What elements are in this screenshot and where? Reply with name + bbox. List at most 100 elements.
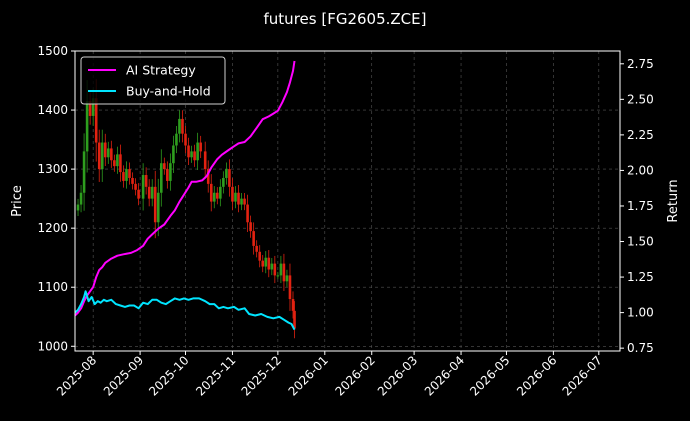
candle-body	[255, 245, 258, 252]
candle-body	[193, 151, 196, 161]
y-tick-label-right: 1.50	[627, 235, 654, 249]
candle-body	[184, 133, 187, 146]
candle-body	[82, 151, 86, 193]
candle-body	[94, 98, 98, 143]
candle-body	[166, 169, 169, 181]
candle-body	[159, 163, 163, 193]
y-tick-label-right: 1.75	[627, 199, 654, 213]
y-tick-label-left: 1500	[37, 44, 68, 58]
candle-body	[237, 192, 240, 205]
candle-body	[97, 142, 101, 170]
candle-body	[125, 169, 128, 181]
candle-body	[216, 192, 219, 199]
candle-body	[172, 145, 175, 164]
candle-body	[228, 169, 231, 187]
candle-body	[246, 204, 249, 223]
candle-body	[199, 142, 202, 152]
legend: AI Strategy Buy-and-Hold	[80, 56, 226, 105]
y-tick-label-right: 1.25	[627, 270, 654, 284]
candle-body	[79, 192, 83, 205]
candle-body	[144, 175, 148, 187]
candle-body	[178, 118, 181, 134]
y-tick-label-right: 2.25	[627, 128, 654, 142]
candle-body	[76, 204, 80, 211]
y-tick-label-right: 0.75	[627, 341, 654, 355]
plot-frame	[74, 50, 621, 352]
y-tick-label-left: 1100	[37, 280, 68, 294]
candle-body	[113, 160, 116, 167]
candle-body	[100, 142, 104, 170]
candle-body	[276, 275, 280, 277]
candle-body	[181, 118, 184, 134]
candle-body	[206, 169, 210, 184]
y-tick-label-left: 1000	[37, 339, 68, 353]
y-tick-label-right: 1.00	[627, 306, 654, 320]
candle-body	[163, 163, 166, 170]
candle-body	[234, 192, 237, 202]
candle-body	[175, 133, 178, 146]
candle-body	[122, 172, 125, 181]
candle-body	[273, 263, 277, 276]
candle-body	[212, 192, 216, 202]
candle-body	[243, 198, 246, 205]
candle-body	[293, 310, 296, 329]
candle-body	[270, 263, 274, 270]
candle-body	[222, 177, 225, 187]
y-axis-label-left: Price	[10, 185, 25, 217]
candle-body	[285, 275, 289, 282]
candle-body	[190, 151, 193, 158]
candle-body	[196, 142, 199, 161]
candlesticks	[76, 79, 296, 339]
candle-body	[91, 98, 95, 116]
candle-body	[153, 186, 157, 223]
candle-body	[103, 142, 107, 158]
candle-body	[240, 198, 243, 205]
y-axis-label-right: Return	[666, 179, 681, 222]
y-tick-label-left: 1400	[37, 103, 68, 117]
candle-body	[147, 186, 151, 199]
candle-body	[249, 222, 252, 232]
candle-body	[131, 177, 134, 184]
y-tick-label-right: 2.00	[627, 163, 654, 177]
candle-body	[187, 145, 190, 158]
series-lines	[74, 60, 296, 331]
candle-body	[219, 186, 222, 199]
candle-body	[110, 148, 113, 161]
legend-box	[80, 56, 226, 105]
candle-body	[252, 231, 255, 246]
y-tick-label-right: 2.75	[627, 57, 654, 71]
candle-body	[258, 251, 261, 261]
series-line	[74, 290, 296, 331]
candle-body	[209, 183, 213, 202]
candle-body	[231, 186, 234, 202]
candle-body	[169, 163, 172, 181]
candle-body	[88, 101, 92, 116]
candle-body	[261, 260, 265, 267]
candle-body	[156, 192, 160, 223]
legend-label: AI Strategy	[126, 63, 196, 78]
candle-body	[279, 263, 283, 276]
y-tick-label-left: 1300	[37, 162, 68, 176]
candle-body	[291, 299, 295, 311]
candle-body	[128, 169, 131, 178]
candle-body	[137, 189, 140, 199]
candle-body	[264, 257, 268, 267]
y-tick-label-right: 2.50	[627, 92, 654, 106]
chart-title: futures [FG2605.ZCE]	[264, 10, 427, 28]
candle-body	[119, 154, 122, 173]
candle-body	[288, 275, 292, 300]
candle-body	[225, 169, 228, 178]
candle-body	[267, 257, 271, 270]
candle-body	[85, 101, 89, 152]
candle-body	[150, 186, 154, 199]
candle-body	[116, 154, 119, 167]
candle-body	[282, 263, 286, 282]
series-line	[74, 60, 296, 317]
candle-body	[141, 175, 145, 199]
candle-body	[203, 151, 207, 170]
candle-body	[107, 148, 110, 158]
legend-label: Buy-and-Hold	[126, 84, 211, 99]
y-tick-label-left: 1200	[37, 221, 68, 235]
candle-body	[134, 183, 137, 190]
